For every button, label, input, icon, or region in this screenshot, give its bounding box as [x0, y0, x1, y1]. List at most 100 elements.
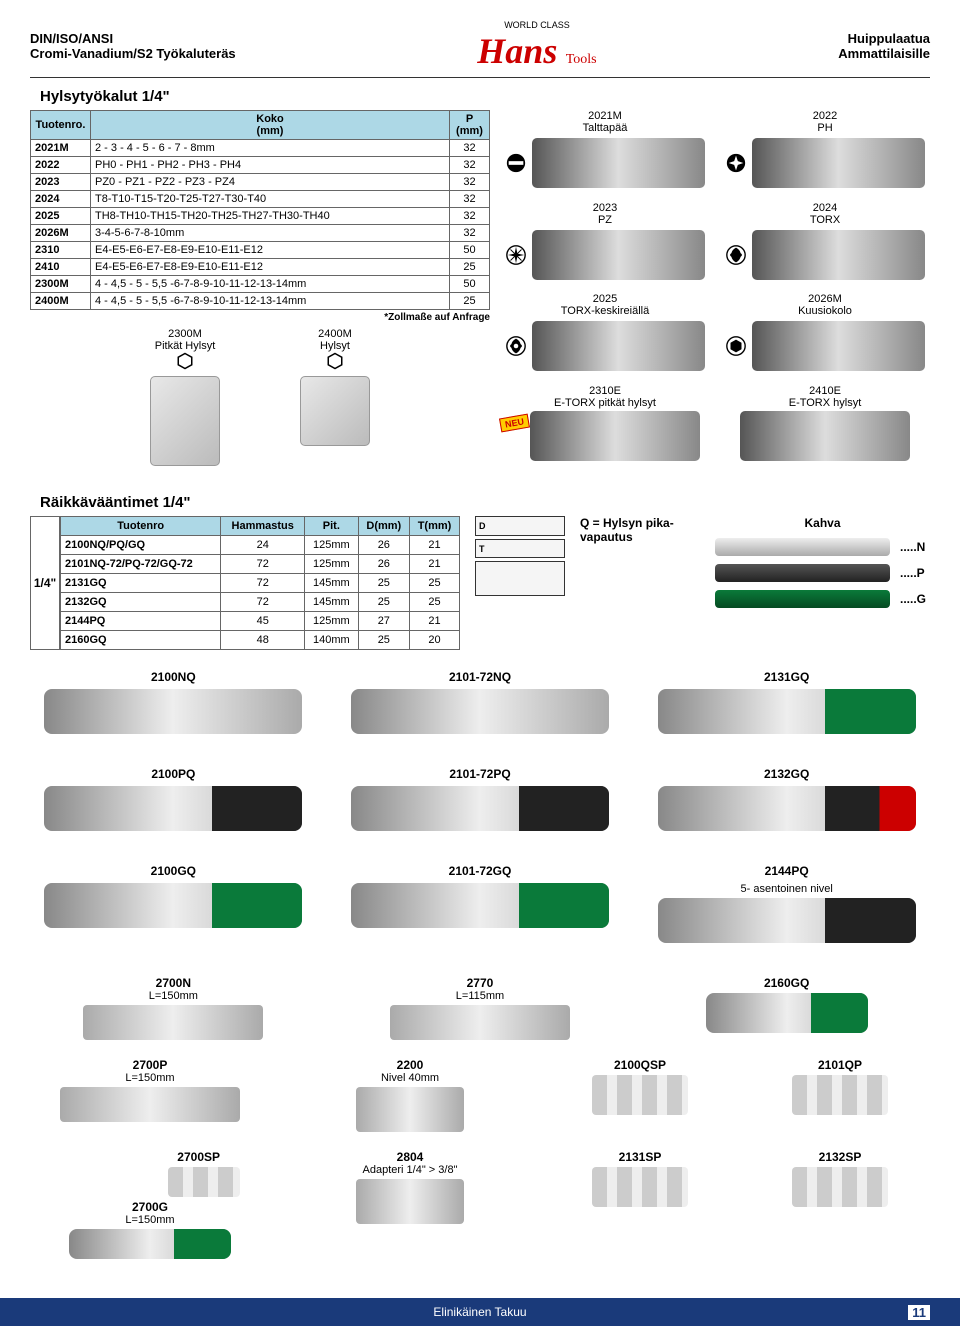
bit-image	[752, 321, 925, 371]
bit-2410e: 2410EE-TORX hylsyt	[725, 385, 925, 470]
th-koko: Koko (mm)	[91, 111, 450, 140]
accessory-image	[83, 1005, 263, 1040]
kahva-g: .....G	[715, 590, 930, 608]
header-right-line1: Huippulaatua	[838, 31, 930, 46]
header-right-line2: Ammattilaisille	[838, 46, 930, 61]
ratchet-2131gq: 2131GQ	[643, 670, 930, 737]
table-cell: 3-4-5-6-7-8-10mm	[91, 225, 450, 242]
table-row: 2131GQ72145mm2525	[61, 574, 460, 593]
table-cell: 25	[450, 293, 490, 310]
socket-2300m: 2300M Pitkät Hylsyt	[150, 328, 220, 469]
table-cell: 24	[221, 536, 305, 555]
table-row: 2144PQ45125mm2721	[61, 612, 460, 631]
bit-2310e: 2310EE-TORX pitkät hylsyt NEU	[505, 385, 705, 470]
socket-image	[150, 376, 220, 466]
table-cell: 25	[358, 574, 409, 593]
table-cell: 2101NQ-72/PQ-72/GQ-72	[61, 555, 221, 574]
accessory-image	[390, 1005, 570, 1040]
phillips-icon	[725, 152, 747, 174]
table-cell: 25	[450, 259, 490, 276]
table-cell: 32	[450, 191, 490, 208]
table-cell: 72	[221, 574, 305, 593]
table-cell: 2310	[31, 242, 91, 259]
th: Hammastus	[221, 517, 305, 536]
spec-table: Tuotenro. Koko (mm) P (mm) 2021M2 - 3 - …	[30, 110, 490, 310]
bit-2026m: 2026MKuusiokolo	[725, 293, 925, 380]
table-cell: 2 - 3 - 4 - 5 - 6 - 7 - 8mm	[91, 140, 450, 157]
acc-2200: 2200 Nivel 40mm	[320, 1058, 500, 1135]
table-row: 2023PZ0 - PZ1 - PZ2 - PZ3 - PZ432	[31, 174, 490, 191]
handle-g-image	[715, 590, 890, 608]
table-cell: E4-E5-E6-E7-E8-E9-E10-E11-E12	[91, 242, 450, 259]
accessory-image	[592, 1075, 688, 1115]
ratchet-2100pq: 2100PQ	[30, 767, 317, 834]
ratchet-table: Tuotenro Hammastus Pit. D(mm) T(mm) 2100…	[60, 516, 460, 650]
ratchet-2101-72nq: 2101-72NQ	[337, 670, 624, 737]
acc-2160gq: 2160GQ	[697, 976, 877, 1043]
table-cell: PZ0 - PZ1 - PZ2 - PZ3 - PZ4	[91, 174, 450, 191]
table-cell: 48	[221, 631, 305, 650]
ratchet-image	[44, 786, 302, 831]
bit-2024: 2024TORX	[725, 202, 925, 289]
table-cell: 32	[450, 174, 490, 191]
table-cell: 2100NQ/PQ/GQ	[61, 536, 221, 555]
accessory-image	[60, 1087, 240, 1122]
handle-p-image	[715, 564, 890, 582]
ratchet-2101-72gq: 2101-72GQ	[337, 864, 624, 946]
table-cell: PH0 - PH1 - PH2 - PH3 - PH4	[91, 157, 450, 174]
acc-2804: 2804 Adapteri 1/4" > 3/8"	[320, 1150, 500, 1262]
acc-2700g: 2700SP 2700G L=150mm	[60, 1150, 240, 1262]
kahva-title: Kahva	[715, 516, 930, 530]
bit-image	[752, 230, 925, 280]
table-cell: 32	[450, 225, 490, 242]
ratchet-2101-72pq: 2101-72PQ	[337, 767, 624, 834]
ratchet-image	[658, 898, 916, 943]
table-cell: 2024	[31, 191, 91, 208]
socket-label: Hylsyt	[300, 340, 370, 352]
table-cell: 20	[410, 631, 460, 650]
neu-badge: NEU	[499, 413, 530, 432]
ratchet-2132gq: 2132GQ	[643, 767, 930, 834]
socket-label: Pitkät Hylsyt	[150, 340, 220, 352]
header-right: Huippulaatua Ammattilaisille	[838, 31, 930, 61]
table-cell: 2026M	[31, 225, 91, 242]
table-cell: 2410	[31, 259, 91, 276]
acc-2132sp: 2132SP	[780, 1150, 900, 1262]
table-cell: 2144PQ	[61, 612, 221, 631]
ratchet-image	[658, 689, 916, 734]
table-row: 2100NQ/PQ/GQ24125mm2621	[61, 536, 460, 555]
table-row: 2410E4-E5-E6-E7-E8-E9-E10-E11-E1225	[31, 259, 490, 276]
table-cell: 26	[358, 536, 409, 555]
section1-title: Hylsytyökalut 1/4"	[40, 88, 930, 105]
table-cell: 125mm	[305, 612, 359, 631]
logo-top-text: WORLD CLASS	[477, 20, 596, 30]
dimension-diagram: D T	[475, 516, 565, 596]
ratchet-2100gq: 2100GQ	[30, 864, 317, 946]
table-row: 2024T8-T10-T15-T20-T25-T27-T30-T4032	[31, 191, 490, 208]
footer-text: Elinikäinen Takuu	[433, 1305, 526, 1319]
th-tuotenro: Tuotenro.	[31, 111, 91, 140]
bit-image	[752, 138, 925, 188]
table-row: 2400M4 - 4,5 - 5 - 5,5 -6-7-8-9-10-11-12…	[31, 293, 490, 310]
ratchet-image	[44, 689, 302, 734]
socket-code: 2400M	[300, 328, 370, 340]
hex-outline-icon	[176, 352, 194, 370]
logo: WORLD CLASS Hans Tools	[477, 20, 596, 72]
ratchet-2100nq: 2100NQ	[30, 670, 317, 737]
zoll-note: *Zollmaße auf Anfrage	[30, 312, 490, 323]
table-cell: 45	[221, 612, 305, 631]
table-cell: 4 - 4,5 - 5 - 5,5 -6-7-8-9-10-11-12-13-1…	[91, 293, 450, 310]
bit-2021m: 2021MTalttapää	[505, 110, 705, 197]
table-cell: 2160GQ	[61, 631, 221, 650]
table-cell: 25	[410, 574, 460, 593]
socket-2400m: 2400M Hylsyt	[300, 328, 370, 469]
table-row: 2160GQ48140mm2520	[61, 631, 460, 650]
table-cell: TH8-TH10-TH15-TH20-TH25-TH27-TH30-TH40	[91, 208, 450, 225]
bit-image	[530, 411, 700, 461]
table-cell: 72	[221, 593, 305, 612]
table-cell: 2300M	[31, 276, 91, 293]
hex-outline-icon	[326, 352, 344, 370]
accessory-image	[792, 1075, 888, 1115]
slot-icon	[505, 152, 527, 174]
page-header: DIN/ISO/ANSI Cromi-Vanadium/S2 Työkalute…	[30, 20, 930, 78]
